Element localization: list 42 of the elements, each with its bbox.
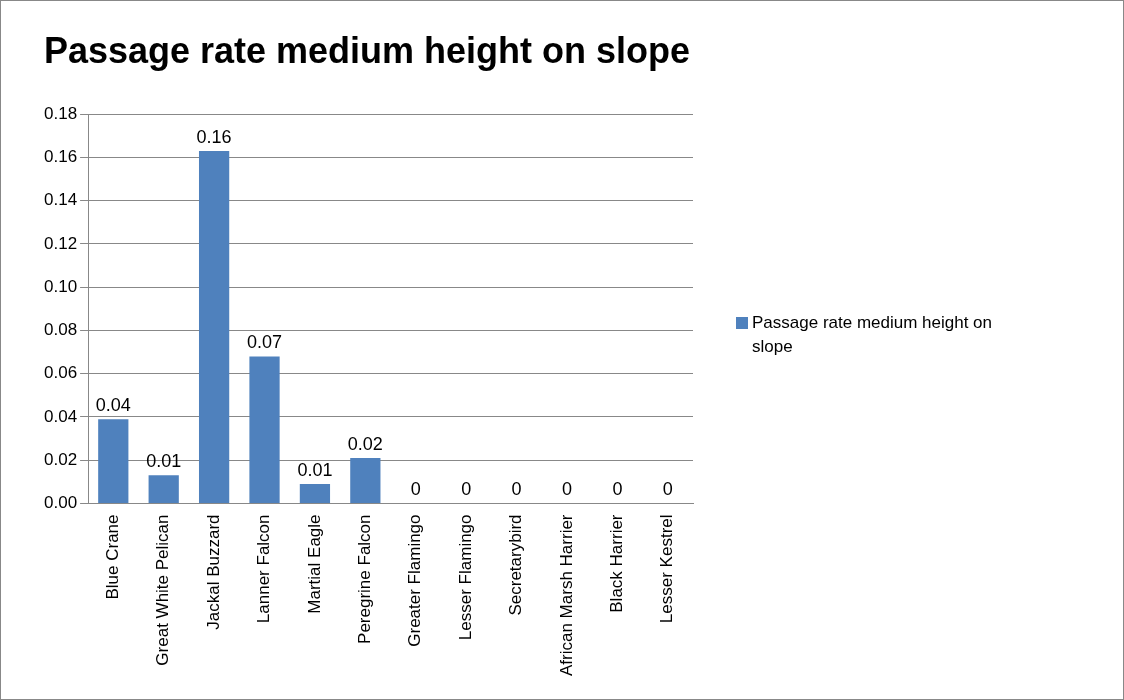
x-tick-label: African Marsh Harrier	[556, 514, 576, 677]
y-tick-label: 0.00	[43, 493, 78, 513]
bar	[198, 150, 230, 503]
x-tick-label: Martial Eagle	[304, 514, 324, 614]
data-label: 0	[662, 479, 673, 500]
x-tick-label: Jackal Buzzard	[203, 514, 223, 630]
x-tick-label: Greater Flamingo	[405, 514, 425, 647]
data-label: 0.04	[95, 395, 131, 416]
y-tick-label: 0.14	[43, 190, 78, 210]
data-label: 0	[612, 479, 623, 500]
data-label: 0	[461, 479, 472, 500]
data-label: 0.07	[247, 332, 283, 353]
bar	[249, 356, 280, 503]
data-label: 0.02	[347, 434, 383, 455]
x-tick-label: Secretarybird	[506, 514, 526, 616]
bar	[299, 484, 331, 503]
y-tick-label: 0.06	[43, 363, 78, 383]
y-tick-label: 0.04	[43, 406, 78, 426]
y-tick-label: 0.18	[43, 103, 78, 123]
legend-label: Passage rate medium height on slope	[752, 312, 994, 358]
bar	[148, 475, 179, 503]
y-tick-label: 0.02	[43, 449, 78, 469]
x-tick-label: Peregrine Falcon	[355, 514, 375, 644]
y-tick-label: 0.12	[43, 233, 78, 253]
x-tick-label: Lanner Falcon	[254, 514, 274, 624]
bar	[350, 458, 381, 503]
x-tick-label: Lesser Flamingo	[455, 514, 475, 641]
x-tick-label: Black Harrier	[607, 514, 627, 613]
bar	[98, 419, 129, 503]
y-tick-label: 0.08	[43, 320, 78, 340]
x-tick-label: Lesser Kestrel	[657, 514, 677, 624]
data-label: 0.16	[196, 126, 232, 147]
data-label: 0.01	[297, 459, 333, 480]
data-label: 0	[410, 479, 421, 500]
data-label: 0.01	[146, 451, 182, 472]
data-label: 0	[511, 479, 522, 500]
x-tick-label: Great White Pelican	[153, 514, 173, 666]
chart-title: Passage rate medium height on slope	[43, 29, 691, 71]
y-tick-label: 0.16	[43, 147, 78, 167]
y-tick-label: 0.10	[43, 276, 78, 296]
data-label: 0	[561, 479, 572, 500]
x-tick-label: Blue Crane	[102, 514, 122, 600]
